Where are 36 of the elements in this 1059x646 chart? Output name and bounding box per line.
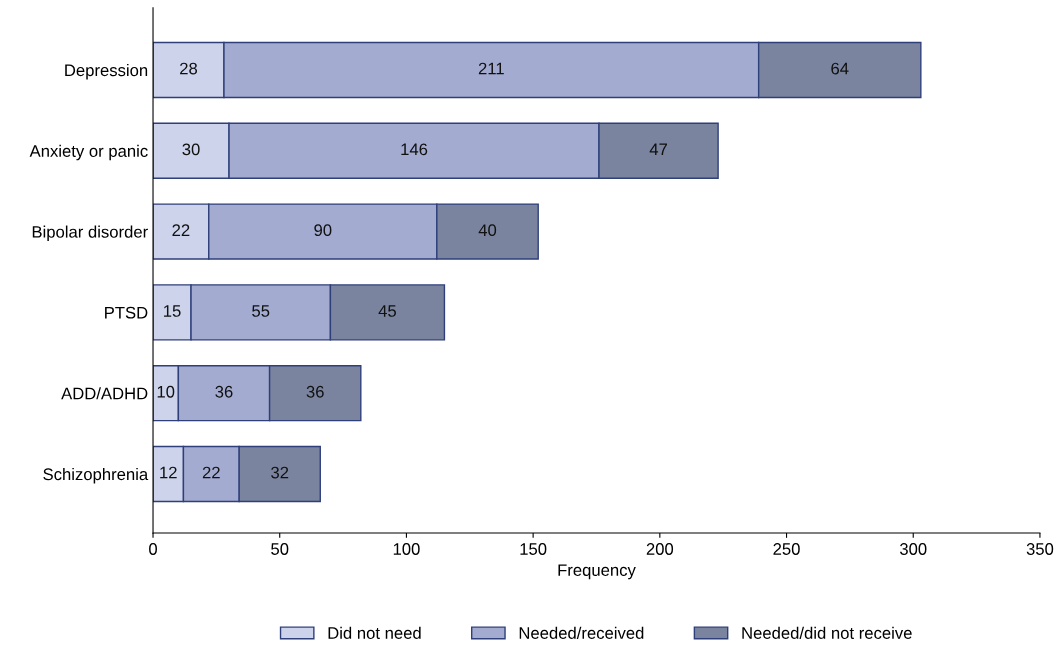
x-tick-label: 150 [520, 543, 547, 555]
data-label: 22 [202, 466, 220, 479]
data-label: 40 [478, 224, 497, 237]
y-tick-label: Depression [65, 63, 148, 80]
legend-label: Needed/did not receive [742, 626, 912, 639]
data-label: 22 [172, 224, 190, 236]
data-label: 64 [831, 62, 849, 75]
y-tick-label: PTSD [105, 306, 148, 319]
y-tick-label: Bipolar disorder [32, 225, 148, 242]
data-label: 146 [401, 143, 428, 156]
x-tick-label: 300 [899, 543, 927, 555]
legend-label: Needed/received [519, 626, 644, 639]
data-label: 15 [164, 305, 181, 317]
x-axis-title: Frequency [558, 564, 636, 580]
y-tick-label: Schizophrenia [43, 467, 149, 484]
x-tick-label: 100 [393, 543, 420, 555]
data-label: 32 [271, 466, 289, 479]
legend-label: Did not need [328, 626, 421, 639]
data-label: 28 [180, 62, 198, 75]
x-tick-label: 200 [646, 543, 674, 555]
x-tick-label: 0 [149, 543, 158, 555]
data-label: 47 [649, 143, 667, 156]
data-label: 211 [478, 62, 504, 75]
data-label: 45 [378, 305, 396, 317]
data-label: 36 [306, 385, 324, 398]
x-tick-label: 350 [1026, 543, 1054, 555]
data-label: 36 [215, 385, 233, 398]
x-tick-label: 50 [271, 543, 289, 555]
data-label: 12 [160, 466, 177, 479]
y-tick-label: Anxiety or panic [29, 144, 148, 161]
data-label: 10 [157, 385, 175, 398]
x-tick-label: 250 [773, 543, 800, 555]
data-label: 55 [252, 305, 270, 317]
data-label: 90 [314, 224, 332, 237]
data-label: 30 [182, 143, 200, 156]
y-tick-label: ADD/ADHD [61, 387, 148, 400]
